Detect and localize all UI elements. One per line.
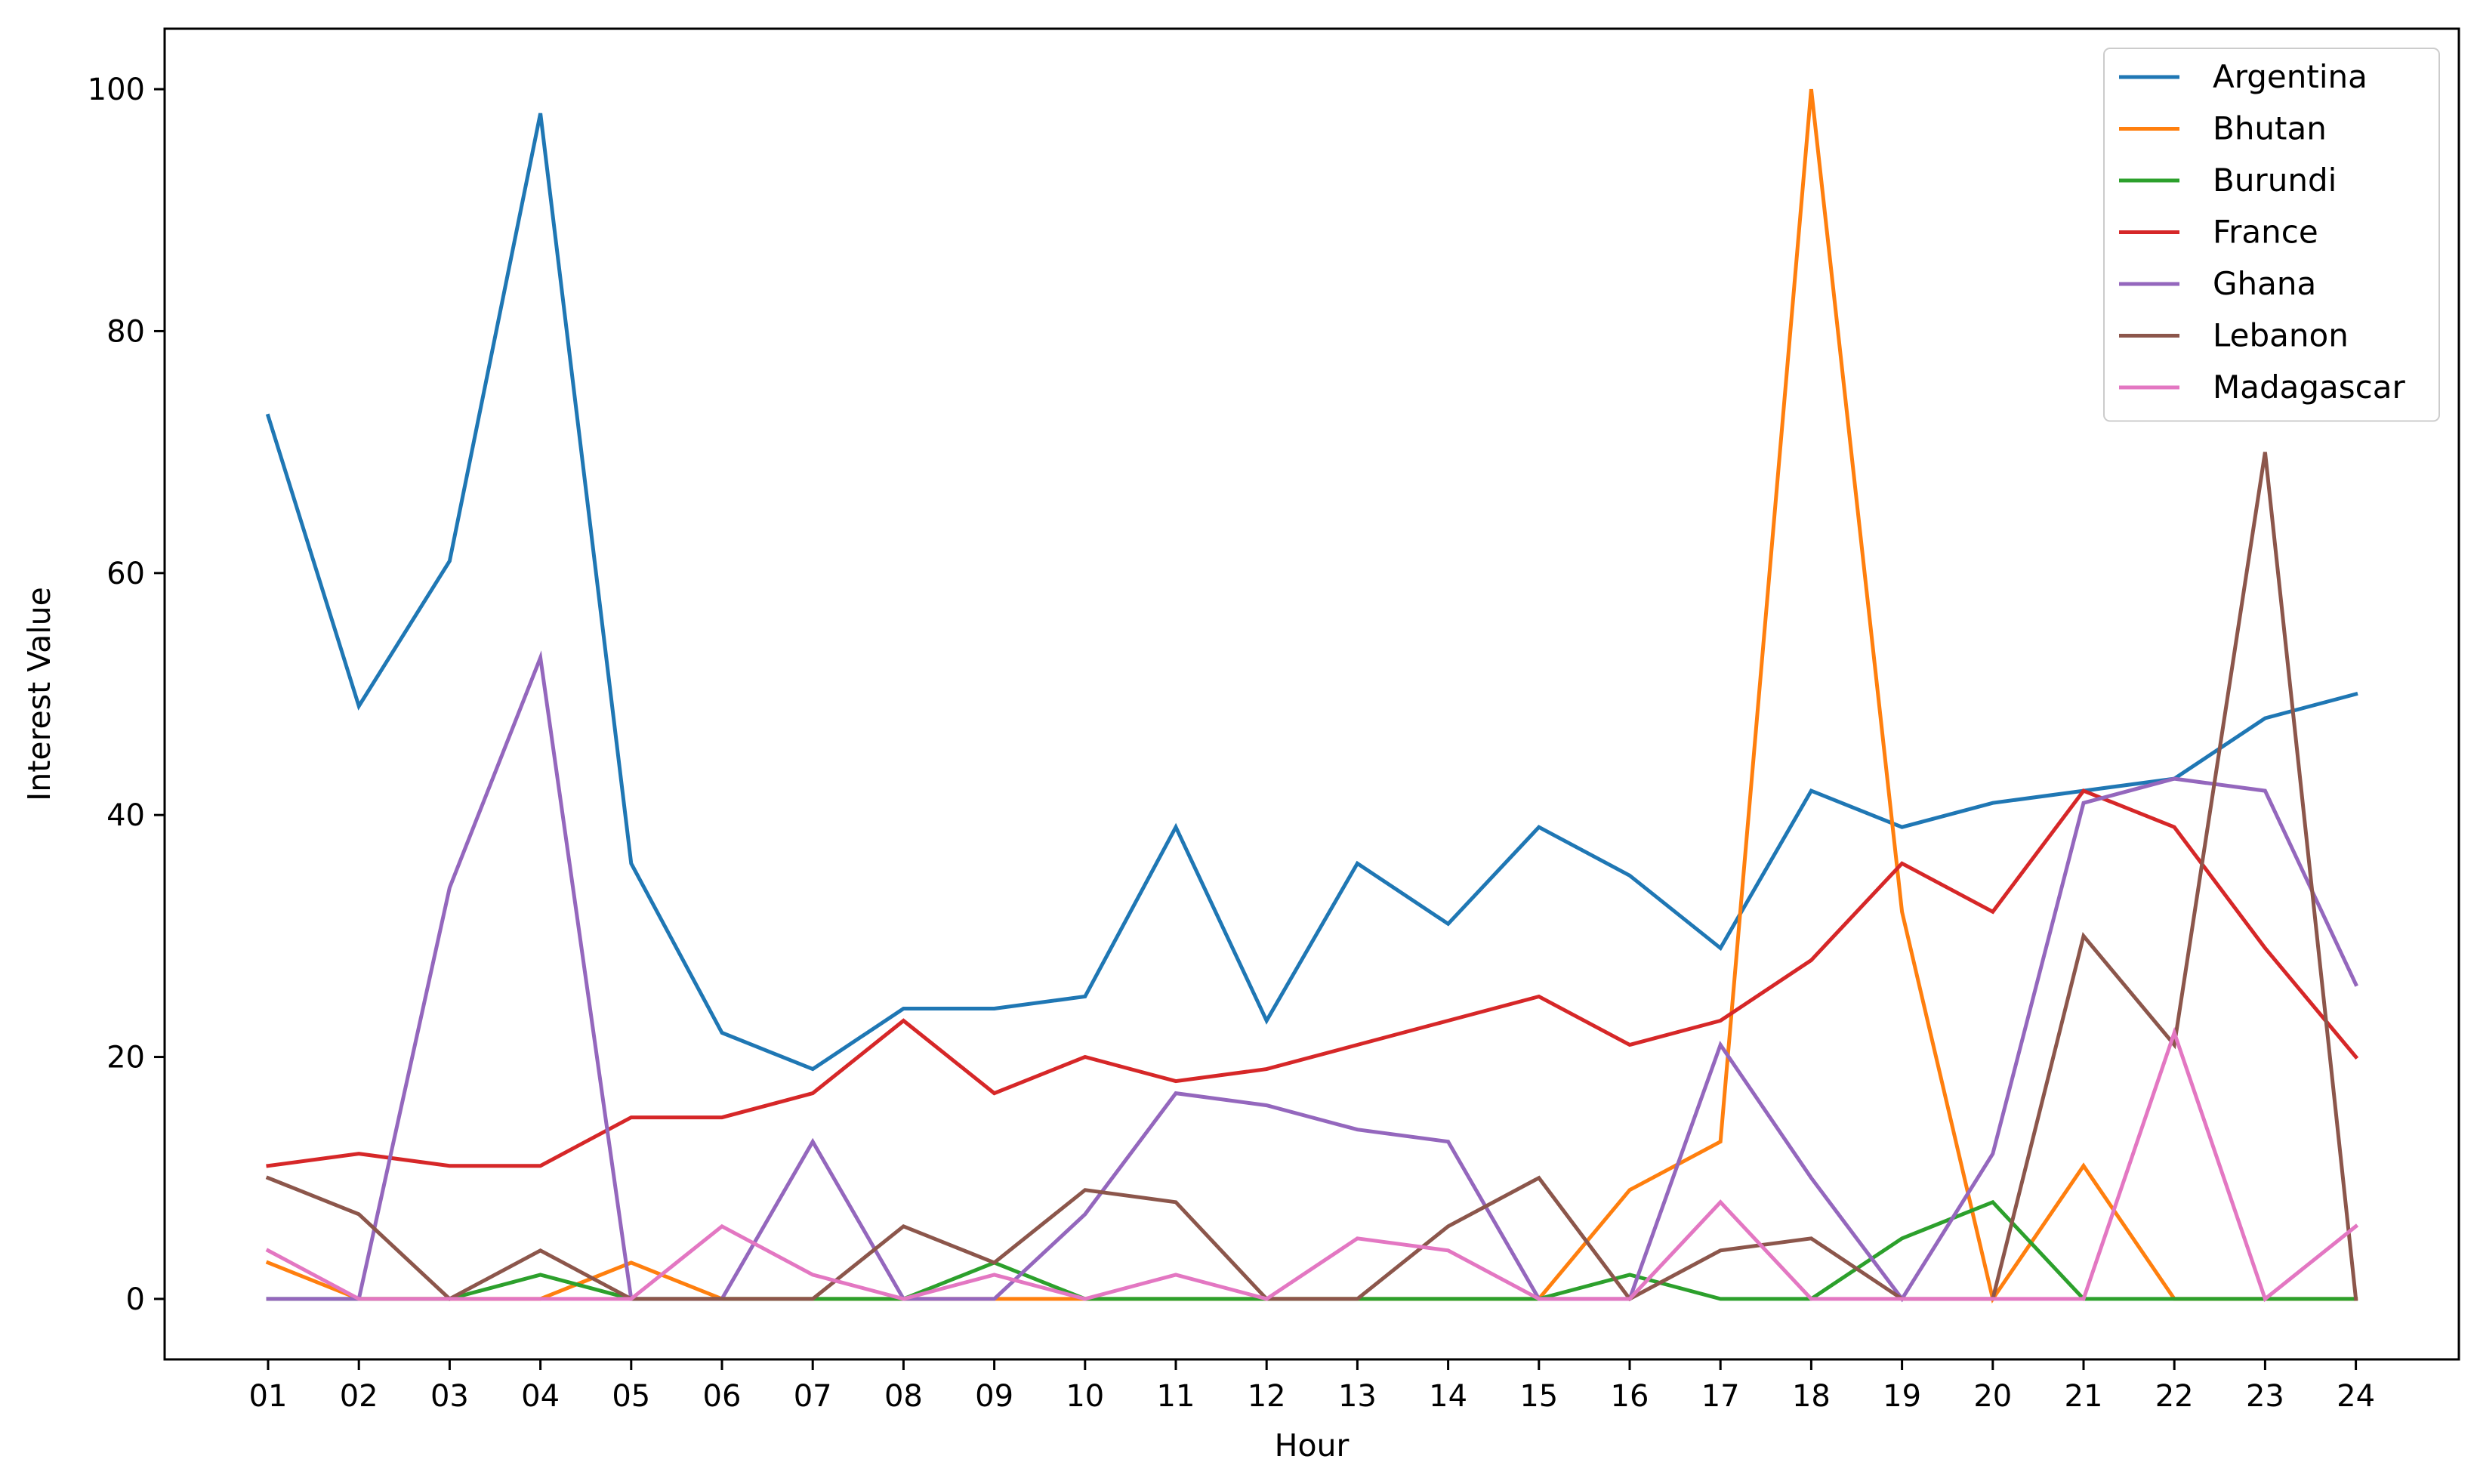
x-tick-label: 24 (2337, 1379, 2375, 1414)
y-tick-label: 60 (106, 557, 145, 591)
x-tick-label: 18 (1792, 1379, 1831, 1414)
series-line-ghana (266, 650, 2358, 1303)
series-layer (265, 88, 2359, 1304)
legend-box (2103, 48, 2440, 422)
x-tick-label: 04 (521, 1379, 560, 1414)
x-tick-label: 08 (884, 1379, 923, 1414)
x-tick-label: 07 (794, 1379, 832, 1414)
series-line-lebanon (265, 452, 2358, 1302)
x-axis-label: Hour (1275, 1427, 1350, 1464)
x-tick-label: 19 (1883, 1379, 1921, 1414)
legend-label-bhutan: Bhutan (2213, 110, 2327, 147)
x-tick-label: 16 (1611, 1379, 1649, 1414)
legend-label-lebanon: Lebanon (2213, 317, 2349, 354)
x-tick-label: 10 (1066, 1379, 1104, 1414)
legend-label-argentina: Argentina (2213, 58, 2367, 95)
x-tick-label: 14 (1429, 1379, 1467, 1414)
x-tick-label: 13 (1338, 1379, 1377, 1414)
y-tick-label: 20 (106, 1041, 145, 1075)
x-tick-label: 22 (2155, 1379, 2194, 1414)
x-tick-label: 02 (340, 1379, 378, 1414)
x-tick-label: 21 (2065, 1379, 2103, 1414)
x-tick-label: 17 (1701, 1379, 1740, 1414)
series-line-france (266, 788, 2359, 1168)
x-tick-label: 05 (612, 1379, 650, 1414)
x-tick-label: 09 (975, 1379, 1013, 1414)
legend-label-burundi: Burundi (2213, 162, 2337, 199)
x-tick-label: 03 (430, 1379, 469, 1414)
y-tick-label: 40 (106, 798, 145, 833)
x-tick-label: 15 (1519, 1379, 1558, 1414)
x-tick-label: 12 (1248, 1379, 1286, 1414)
legend-label-france: France (2213, 214, 2318, 251)
y-tick-label: 0 (126, 1282, 145, 1317)
axes-ticks: 01 02 03 04 05 06 07 08 09 10 11 12 13 14 15 16 17 18 19 20… (88, 73, 2375, 1414)
x-tick-label: 06 (703, 1379, 742, 1414)
series-line-argentina (265, 113, 2358, 1072)
y-tick-label: 100 (88, 73, 145, 107)
legend-label-ghana: Ghana (2213, 265, 2316, 302)
x-tick-label: 20 (1973, 1379, 2012, 1414)
plot-area-frame (163, 27, 2460, 1361)
y-tick-label: 80 (106, 314, 145, 349)
x-tick-label: 01 (249, 1379, 288, 1414)
x-tick-label: 23 (2246, 1379, 2284, 1414)
x-tick-label: 11 (1157, 1379, 1195, 1414)
y-axis-label: Interest Value (21, 587, 57, 801)
legend-label-madagascar: Madagascar (2213, 369, 2405, 406)
series-line-madagascar (265, 1026, 2359, 1303)
legend: Argentina Bhutan Burundi France Ghana Lebanon… (2103, 48, 2440, 422)
